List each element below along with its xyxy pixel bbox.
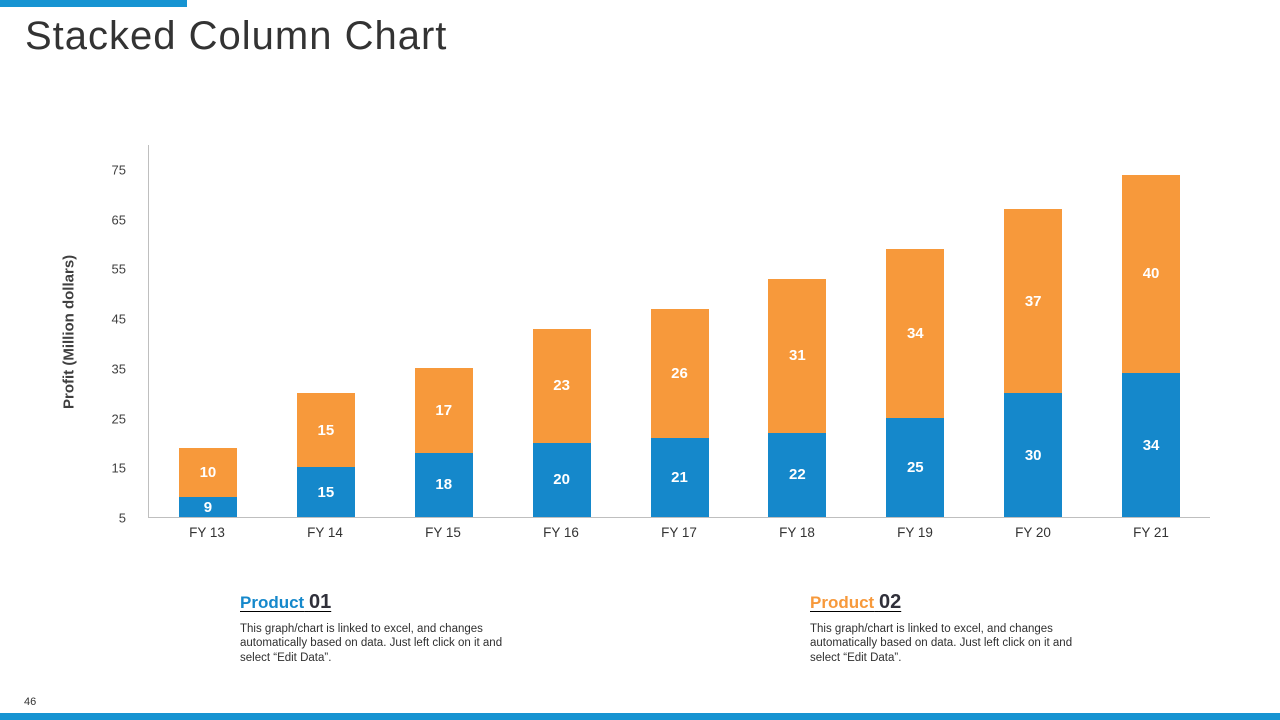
legend-description: This graph/chart is linked to excel, and… xyxy=(810,623,1073,664)
bar-segment-product-01[interactable]: 34 xyxy=(1122,373,1181,517)
bar-segment-product-02[interactable]: 23 xyxy=(532,328,591,443)
top-accent-bar xyxy=(0,0,187,7)
page-title: Stacked Column Chart xyxy=(25,14,448,58)
bar-column-fy-20[interactable]: 37 30 xyxy=(974,145,1092,517)
legend-number: 02 xyxy=(878,591,902,613)
x-tick-label: FY 18 xyxy=(779,525,815,540)
bar-column-fy-16[interactable]: 23 20 xyxy=(503,145,621,517)
x-tick-label: FY 21 xyxy=(1133,525,1169,540)
x-axis-labels: FY 13 FY 14 FY 15 FY 16 FY 17 FY 18 FY 19 FY 20… xyxy=(148,525,1210,540)
y-axis-ticks: 5 15 25 35 45 55 65 75 xyxy=(92,145,136,525)
legend-title-product-02[interactable]: Product 02 xyxy=(810,591,1082,614)
bar-segment-product-01[interactable]: 22 xyxy=(768,432,827,517)
bar-segment-product-01[interactable]: 30 xyxy=(1004,393,1063,517)
legend-name: Product xyxy=(240,593,305,612)
y-tick-label: 75 xyxy=(111,162,126,178)
data-label: 15 xyxy=(317,421,335,439)
x-tick-label: FY 19 xyxy=(897,525,933,540)
data-label: 22 xyxy=(789,466,806,484)
bar-segment-product-01[interactable]: 20 xyxy=(532,442,591,517)
data-label: 18 xyxy=(435,476,453,494)
legend-name: Product xyxy=(810,593,875,612)
y-tick-label: 35 xyxy=(111,361,126,377)
bar-segment-product-01[interactable]: 9 xyxy=(178,497,237,517)
bar-segment-product-02[interactable]: 17 xyxy=(414,368,473,453)
data-label: 10 xyxy=(199,463,217,481)
data-label: 34 xyxy=(1142,436,1160,454)
x-tick-label: FY 17 xyxy=(661,525,697,540)
x-tick-label: FY 16 xyxy=(543,525,579,540)
bar-segment-product-02[interactable]: 40 xyxy=(1122,174,1181,374)
bar-segment-product-01[interactable]: 25 xyxy=(886,417,945,517)
bar-column-fy-17[interactable]: 26 21 xyxy=(621,145,739,517)
bar-column-fy-21[interactable]: 40 34 xyxy=(1092,145,1210,517)
data-label: 9 xyxy=(203,498,213,516)
legend-product-01: Product 01 This graph/chart is linked to… xyxy=(240,591,512,665)
data-label: 34 xyxy=(906,325,924,342)
legend-title-product-01[interactable]: Product 01 xyxy=(240,591,512,614)
bar-segment-product-02[interactable]: 10 xyxy=(178,447,237,498)
y-tick-label: 25 xyxy=(111,411,126,427)
legend-description: This graph/chart is linked to excel, and… xyxy=(240,623,503,664)
data-label: 17 xyxy=(435,401,453,419)
bar-segment-product-02[interactable]: 31 xyxy=(768,278,827,433)
x-tick-label: FY 14 xyxy=(307,525,343,540)
bar-column-fy-13[interactable]: 10 9 xyxy=(149,145,267,517)
data-label: 20 xyxy=(553,471,570,489)
stacked-column-chart[interactable]: 10 9 15 15 17 18 23 20 26 21 31 22 34 25 37 30 40 34 xyxy=(148,145,1210,518)
y-tick-label: 55 xyxy=(111,261,126,277)
bar-segment-product-01[interactable]: 18 xyxy=(414,452,473,517)
bar-column-fy-15[interactable]: 17 18 xyxy=(385,145,503,517)
y-tick-label: 5 xyxy=(118,510,126,526)
bar-segment-product-01[interactable]: 21 xyxy=(650,437,709,517)
bar-column-fy-19[interactable]: 34 25 xyxy=(856,145,974,517)
bottom-accent-bar xyxy=(0,713,1280,720)
bar-segment-product-02[interactable]: 34 xyxy=(886,249,945,418)
data-label: 31 xyxy=(789,347,806,365)
data-label: 40 xyxy=(1142,265,1160,283)
bar-segment-product-02[interactable]: 26 xyxy=(650,308,709,438)
y-axis-title: Profit (Million dollars) xyxy=(60,254,78,409)
y-tick-label: 65 xyxy=(111,212,126,228)
x-tick-label: FY 15 xyxy=(425,525,461,540)
bar-column-fy-18[interactable]: 31 22 xyxy=(738,145,856,517)
page-number: 46 xyxy=(24,696,37,708)
plot-columns: 10 9 15 15 17 18 23 20 26 21 31 22 34 25 37 30 40 34 xyxy=(149,145,1210,517)
bar-column-fy-14[interactable]: 15 15 xyxy=(267,145,385,517)
data-label: 30 xyxy=(1024,446,1042,464)
legend-number: 01 xyxy=(308,591,332,613)
x-tick-label: FY 20 xyxy=(1015,525,1051,540)
legend-product-02: Product 02 This graph/chart is linked to… xyxy=(810,591,1082,665)
y-tick-label: 15 xyxy=(111,460,126,476)
data-label: 21 xyxy=(671,468,688,486)
data-label: 23 xyxy=(553,377,570,395)
x-tick-label: FY 13 xyxy=(189,525,225,540)
data-label: 25 xyxy=(906,458,924,476)
bar-segment-product-02[interactable]: 15 xyxy=(296,393,355,468)
bar-segment-product-01[interactable]: 15 xyxy=(296,467,355,517)
bar-segment-product-02[interactable]: 37 xyxy=(1004,209,1063,393)
data-label: 15 xyxy=(317,483,335,501)
data-label: 37 xyxy=(1024,292,1042,310)
y-tick-label: 45 xyxy=(111,311,126,327)
data-label: 26 xyxy=(671,364,688,382)
